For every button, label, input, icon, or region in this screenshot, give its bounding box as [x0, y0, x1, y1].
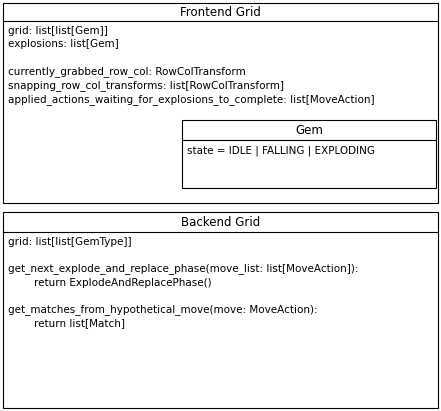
Text: Backend Grid: Backend Grid: [181, 215, 260, 229]
Text: Frontend Grid: Frontend Grid: [180, 5, 261, 18]
Text: grid: list[list[GemType]]

get_next_explode_and_replace_phase(move_list: list[Mo: grid: list[list[GemType]] get_next_explo…: [8, 237, 359, 328]
Text: Gem: Gem: [295, 123, 323, 136]
Text: state = IDLE | FALLING | EXPLODING: state = IDLE | FALLING | EXPLODING: [187, 145, 375, 155]
Bar: [182, 120, 436, 188]
Bar: [3, 3, 438, 203]
Bar: [3, 212, 438, 408]
Text: grid: list[list[Gem]]
explosions: list[Gem]

currently_grabbed_row_col: RowColTr: grid: list[list[Gem]] explosions: list[G…: [8, 26, 374, 105]
